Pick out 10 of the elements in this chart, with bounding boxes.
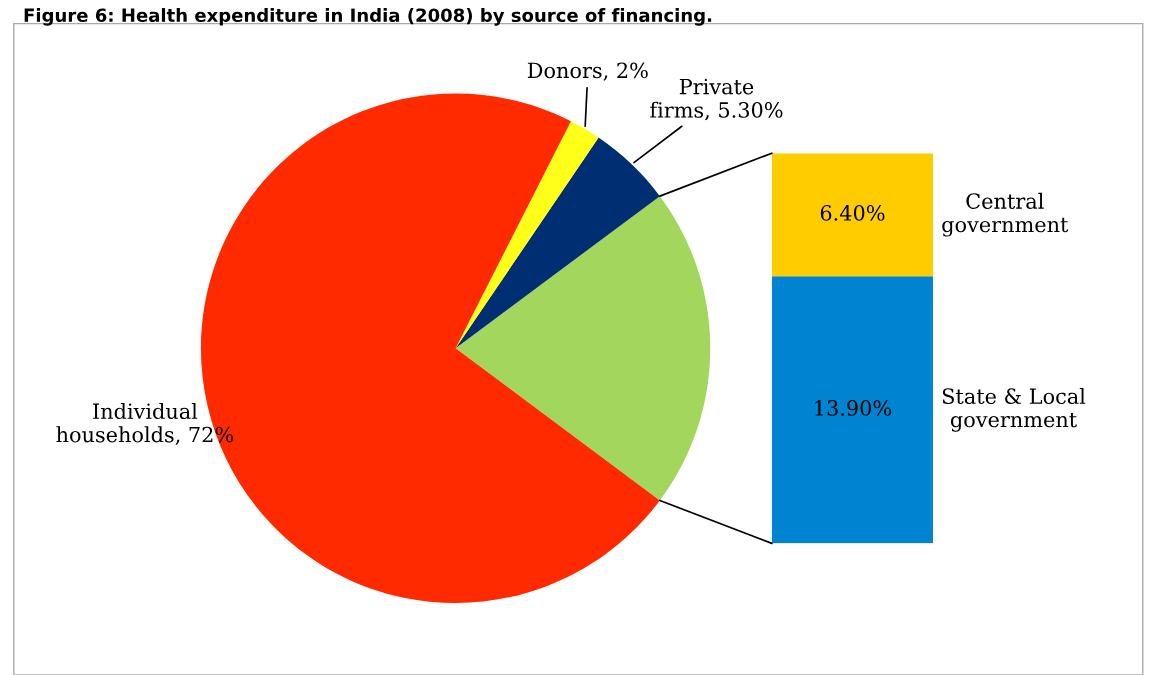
chart-title: Figure 6: Health expenditure in India (2008) by source of financing. — [24, 8, 712, 26]
data-label: 13.90% — [815, 400, 892, 416]
series-label: Central government — [942, 192, 1069, 237]
pie-slice — [455, 137, 660, 349]
data-label: 6.40% — [820, 205, 885, 221]
pie-slice — [455, 196, 711, 501]
slice-label: Donors, 2% — [527, 62, 648, 81]
series-label: State & Local government — [942, 387, 1086, 432]
slice-label: Private firms, 5.30% — [650, 78, 783, 121]
pie-slice — [455, 121, 599, 349]
